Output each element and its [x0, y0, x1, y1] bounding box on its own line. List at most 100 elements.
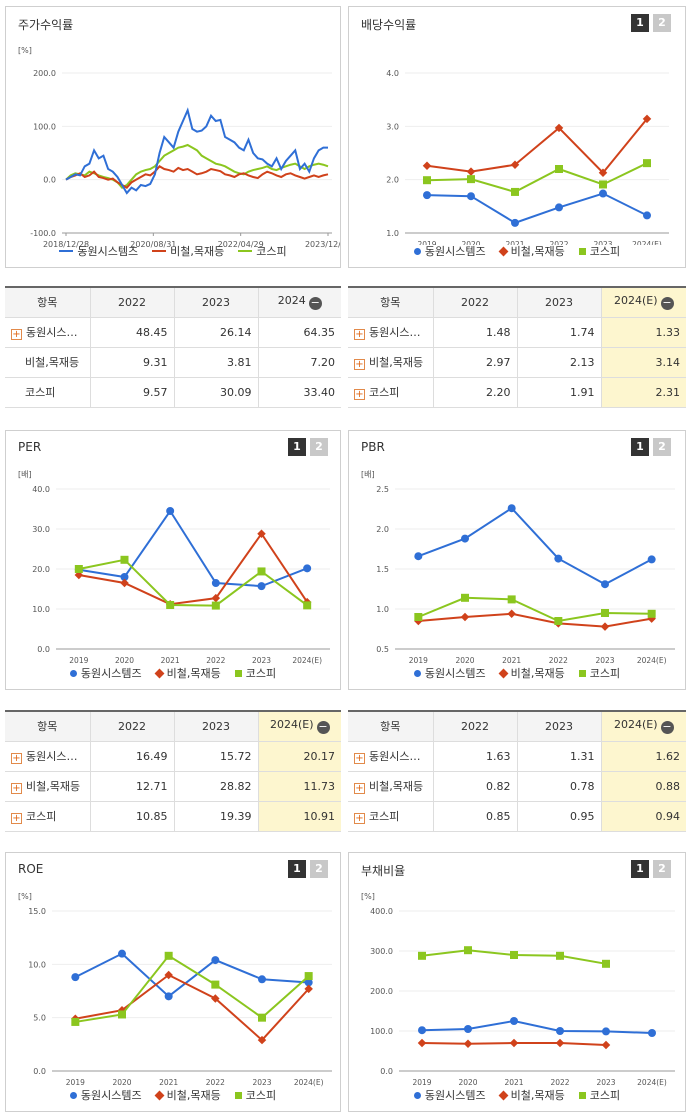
- expand-icon[interactable]: +: [11, 753, 22, 764]
- x-tick-label: 2019: [417, 240, 436, 245]
- view-1-button[interactable]: 1: [631, 860, 649, 878]
- col-header: 항목: [5, 711, 90, 742]
- data-point: [211, 980, 220, 989]
- series-line: [78, 558, 308, 607]
- view-2-button[interactable]: 2: [653, 860, 671, 878]
- data-point: [418, 1026, 426, 1035]
- per-chart: [배]40.0 30.0 20.0 10.0 0.0 2019 2020 2021 2022 20…: [18, 470, 330, 665]
- collapse-icon[interactable]: −: [308, 296, 322, 311]
- y-tick-label: 0.0: [43, 176, 56, 185]
- x-tick-label: 2020/08/31: [130, 240, 176, 249]
- y-axis-unit: [배]: [361, 470, 375, 479]
- x-tick-label: 2021: [505, 240, 524, 245]
- legend-item: 비철,목재등: [154, 1087, 221, 1103]
- collapse-icon[interactable]: −: [660, 720, 674, 735]
- x-tick-label: 2023: [252, 656, 271, 665]
- legend-item: 코스피: [234, 665, 276, 681]
- x-tick-label: 2024(E): [294, 1078, 324, 1087]
- data-point: [601, 609, 609, 617]
- x-tick-label: 2020: [458, 1078, 477, 1087]
- y-tick-label: 4.0: [386, 69, 399, 78]
- data-point: [258, 975, 266, 984]
- x-tick-label: 2023: [593, 240, 612, 245]
- y-axis-unit: [배]: [18, 470, 32, 479]
- view-1-button[interactable]: 1: [288, 438, 306, 456]
- series-line: [417, 506, 653, 586]
- data-point: [511, 187, 519, 196]
- y-tick-label: 0.0: [37, 645, 50, 654]
- data-point: [71, 1017, 80, 1026]
- series-line: [78, 531, 308, 606]
- x-tick-label: 2024(E): [637, 1078, 667, 1087]
- col-header: 2023: [173, 711, 258, 742]
- x-tick-label: 2022: [549, 240, 568, 245]
- data-point: [423, 176, 431, 185]
- view-2-button[interactable]: 2: [310, 438, 328, 456]
- data-point: [602, 1027, 610, 1036]
- collapse-icon[interactable]: −: [316, 720, 330, 735]
- y-tick-label: 3.0: [386, 122, 399, 131]
- col-header: 2022: [89, 711, 174, 742]
- data-point: [554, 617, 563, 625]
- data-point: [120, 555, 129, 564]
- data-point: [211, 593, 221, 603]
- expand-icon[interactable]: +: [354, 753, 365, 764]
- expand-icon[interactable]: +: [354, 389, 365, 400]
- x-tick-label: 2023: [595, 656, 614, 665]
- collapse-icon[interactable]: −: [660, 296, 674, 311]
- data-point: [74, 565, 83, 573]
- view-2-button[interactable]: 2: [653, 438, 671, 456]
- expand-icon[interactable]: +: [354, 359, 365, 370]
- data-point: [422, 161, 432, 171]
- panel-title: 부채비율: [361, 864, 406, 878]
- x-tick-label: 2023: [252, 1078, 271, 1087]
- y-tick-label: 400.0: [370, 907, 393, 916]
- expand-icon[interactable]: +: [354, 329, 365, 340]
- legend-item: 비철,목재등: [498, 243, 565, 259]
- legend-item: 동원시스템즈: [59, 243, 138, 259]
- table-row: + 동원시스… 48.45 26.14 64.35: [5, 317, 341, 348]
- col-header: 2024(E) −: [257, 711, 341, 742]
- expand-icon[interactable]: +: [11, 813, 22, 824]
- expand-icon[interactable]: +: [354, 813, 365, 824]
- pbr-table: 항목 2022 2023 2024(E) − + 동원시스… 1.63 1.31 1.6…: [348, 710, 686, 832]
- data-point: [304, 978, 313, 987]
- data-point: [507, 595, 516, 604]
- view-2-button[interactable]: 2: [653, 14, 671, 32]
- legend-item: 코스피: [578, 243, 620, 259]
- y-axis-unit: [%]: [18, 892, 32, 901]
- x-tick-label: 2024(E): [632, 240, 662, 245]
- panel-title: 배당수익률: [361, 18, 417, 32]
- x-tick-label: 2019: [409, 656, 428, 665]
- dividend-yield-chart: 4.0 3.0 2.0 1.0 2019 2020 2021 2022 2023 2024(E): [386, 69, 669, 245]
- expand-icon[interactable]: +: [11, 783, 22, 794]
- data-point: [120, 573, 129, 581]
- x-tick-label: 2021: [504, 1078, 523, 1087]
- legend-item: 비철,목재등: [498, 665, 565, 681]
- data-point: [414, 613, 423, 621]
- data-point: [257, 582, 266, 591]
- chart-legend: 동원시스템즈 비철,목재등 코스피: [6, 1087, 340, 1103]
- chart-legend: 동원시스템즈 비철,목재등 코스피: [349, 665, 685, 681]
- view-1-button[interactable]: 1: [288, 860, 306, 878]
- table-row: 코스피 9.57 30.09 33.40: [5, 377, 341, 408]
- view-1-button[interactable]: 1: [631, 14, 649, 32]
- legend-item: 코스피: [578, 665, 620, 681]
- legend-item: 비철,목재등: [152, 243, 224, 259]
- data-point: [303, 564, 312, 573]
- col-header: 2024(E) −: [600, 711, 686, 742]
- series-line: [65, 165, 329, 189]
- view-2-button[interactable]: 2: [310, 860, 328, 878]
- view-1-button[interactable]: 1: [631, 438, 649, 456]
- data-point: [257, 529, 266, 538]
- x-tick-label: 2020: [112, 1078, 131, 1087]
- data-point: [466, 167, 476, 176]
- col-header: 2023: [516, 711, 601, 742]
- y-tick-label: 10.0: [28, 960, 46, 969]
- y-tick-label: 1.0: [386, 229, 399, 238]
- data-point: [164, 951, 173, 960]
- expand-icon[interactable]: +: [11, 329, 22, 340]
- expand-icon[interactable]: +: [354, 783, 365, 794]
- data-point: [463, 1039, 473, 1049]
- y-tick-label: 2.5: [376, 485, 389, 494]
